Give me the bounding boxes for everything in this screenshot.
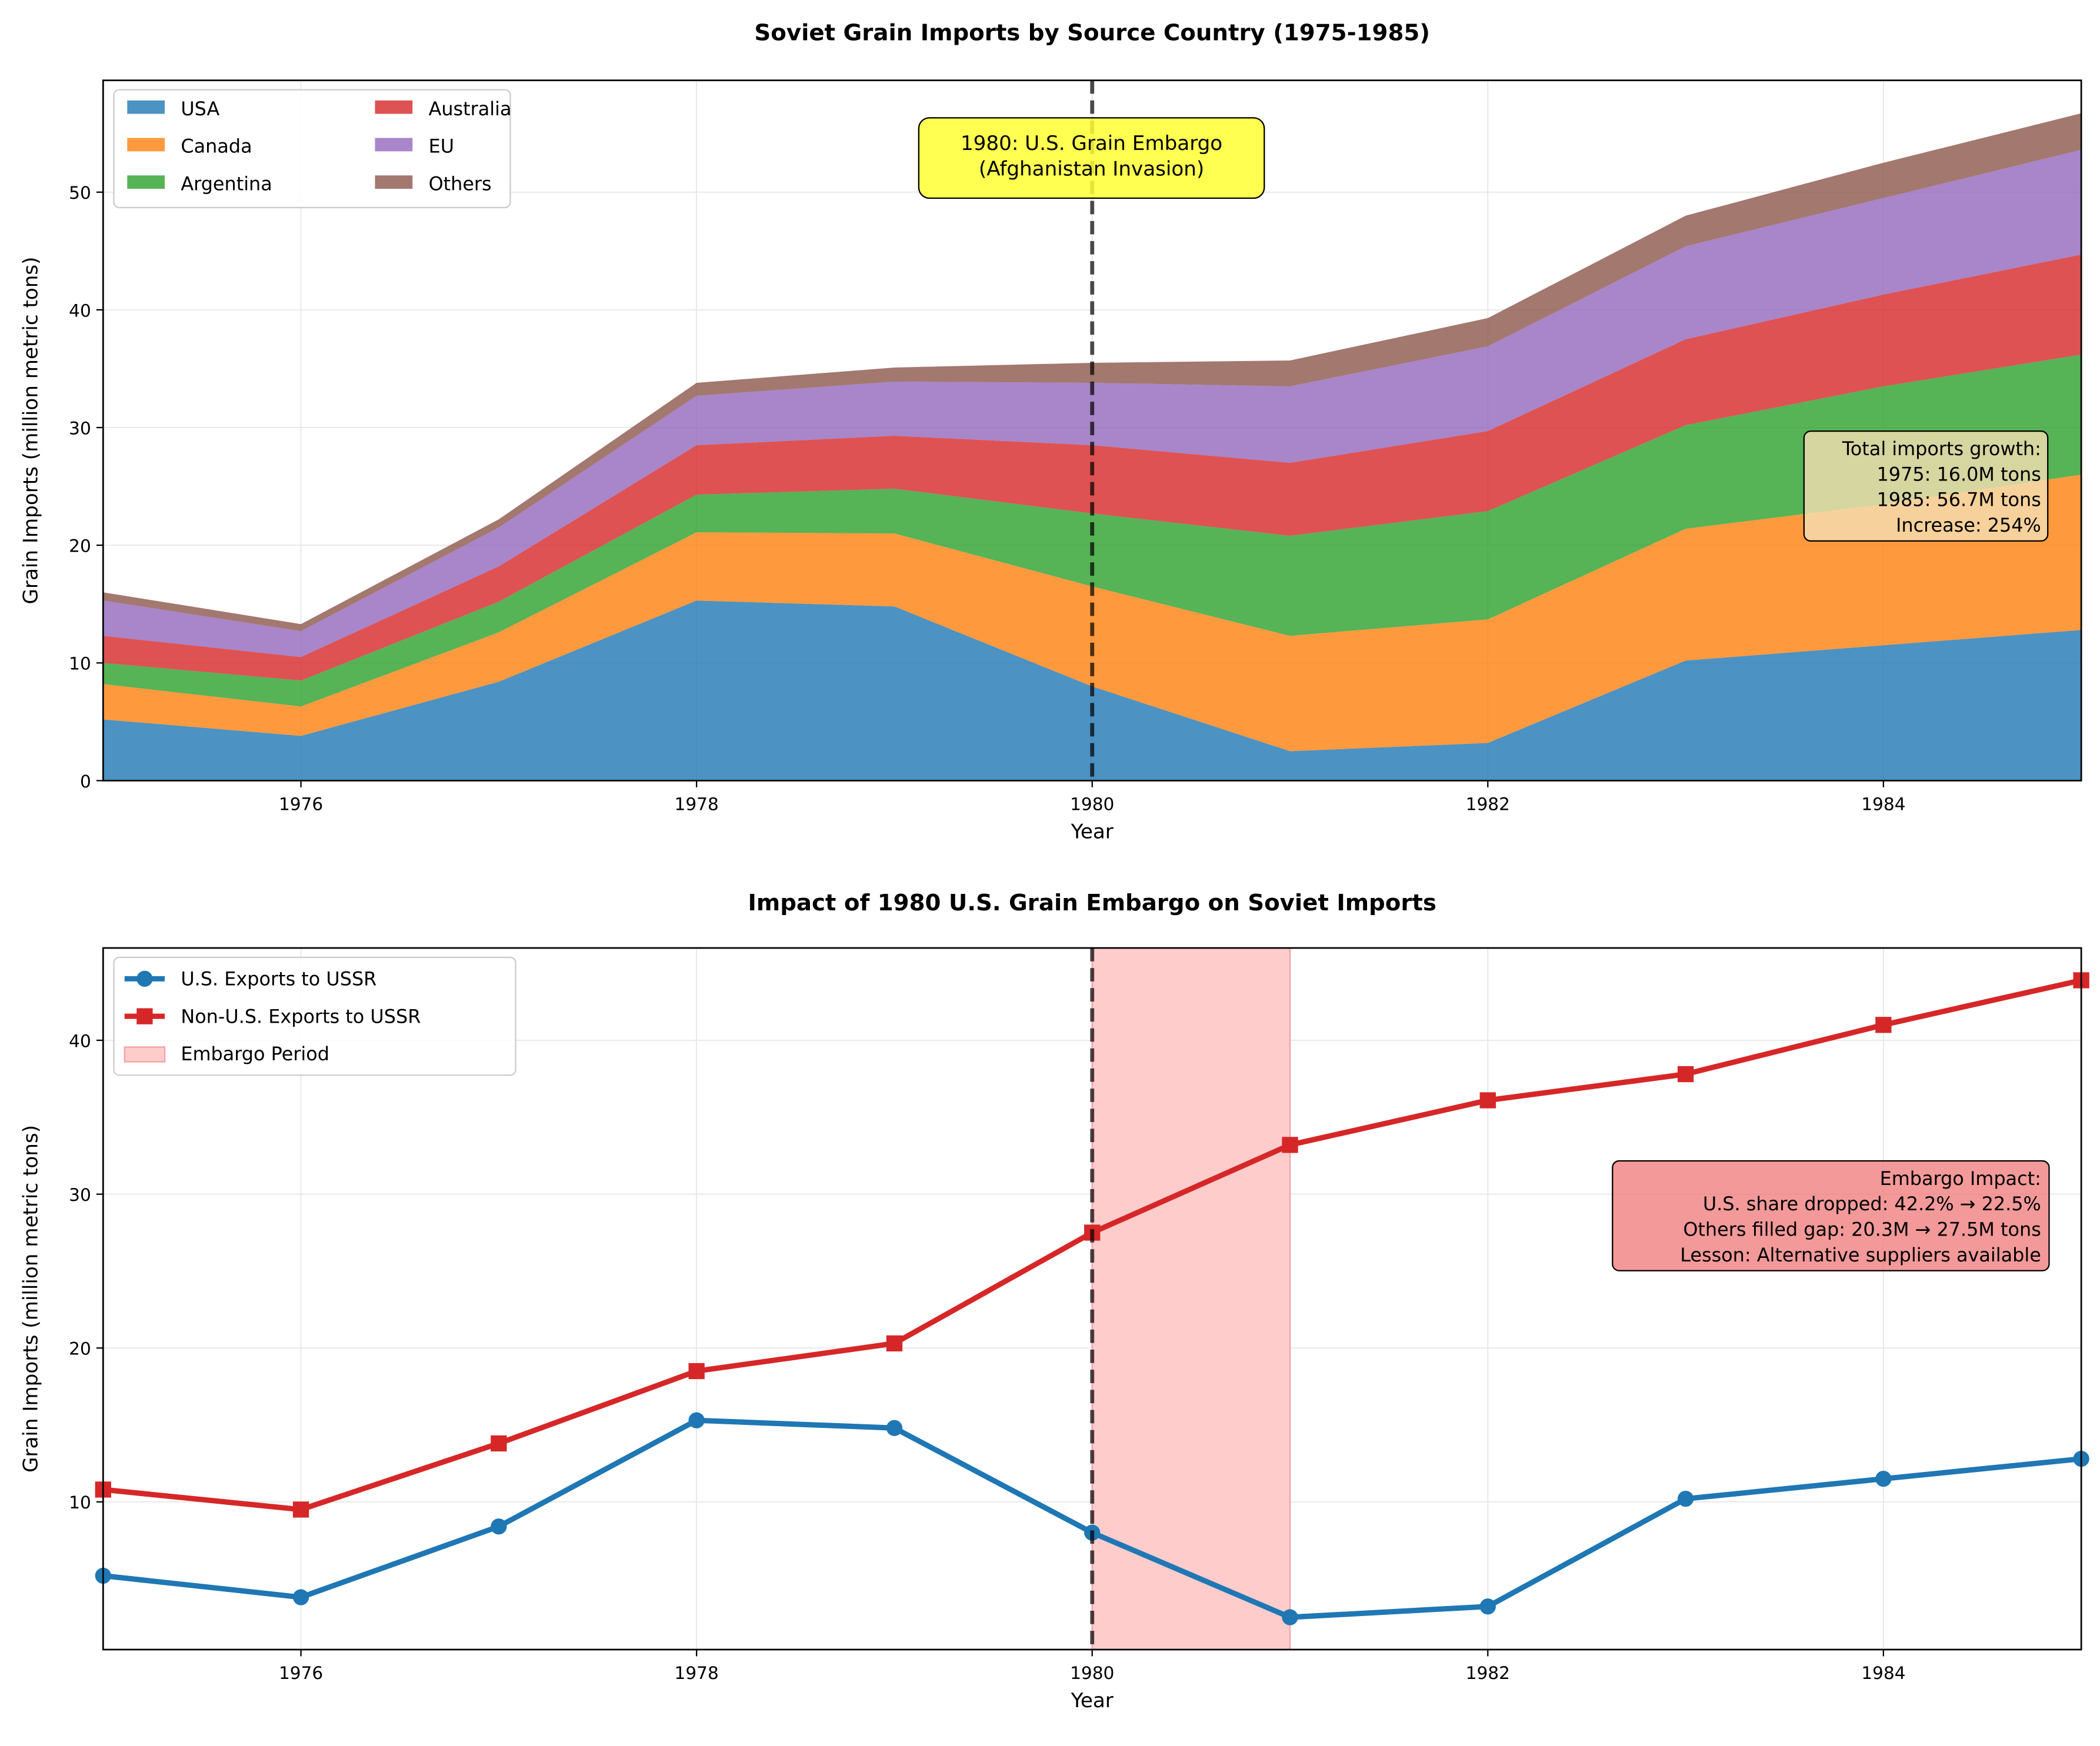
- legend-label: Canada: [181, 135, 252, 158]
- y-tick-label: 30: [69, 418, 91, 438]
- legend-label: Argentina: [181, 172, 272, 195]
- x-tick-label: 1982: [1466, 794, 1510, 814]
- data-point: [491, 1518, 507, 1535]
- growth-annotation-text: Total imports growth:: [1842, 438, 2041, 460]
- x-axis-label: Year: [1071, 820, 1114, 843]
- axes-frame: [102, 79, 2082, 782]
- data-point: [1479, 1598, 1496, 1615]
- embargo-annotation-box: [918, 117, 1265, 199]
- legend-swatch: [127, 138, 165, 152]
- legend-label: Non-U.S. Exports to USSR: [181, 1006, 421, 1028]
- legend-label: Embargo Period: [181, 1043, 329, 1065]
- embargo-span: [1091, 947, 1291, 1651]
- legend: USA Canada Argentina Australia EU Others: [113, 89, 512, 209]
- y-tick-label: 30: [69, 1185, 91, 1205]
- chart-title: Soviet Grain Imports by Source Country (…: [754, 19, 1430, 46]
- y-tick-label: 40: [69, 301, 91, 321]
- data-point: [491, 1435, 507, 1452]
- legend-swatch: [375, 138, 413, 152]
- y-tick-label: 10: [69, 654, 91, 674]
- x-tick-label: 1984: [1861, 794, 1905, 814]
- legend: U.S. Exports to USSR Non-U.S. Exports to …: [113, 956, 516, 1076]
- legend-label: Others: [429, 172, 492, 195]
- legend-label: U.S. Exports to USSR: [181, 968, 376, 990]
- legend-swatch: [124, 1046, 166, 1063]
- data-point: [292, 1501, 309, 1518]
- data-point: [1479, 1092, 1496, 1109]
- y-axis-label: Grain Imports (million metric tons): [19, 256, 43, 604]
- data-point: [688, 1363, 705, 1380]
- legend-label: EU: [429, 135, 454, 158]
- legend-marker: [136, 1008, 153, 1024]
- data-point: [292, 1589, 309, 1605]
- y-tick-label: 20: [69, 1339, 91, 1359]
- y-tick-label: 0: [80, 772, 91, 792]
- legend-swatch: [127, 175, 165, 189]
- chart-title: Impact of 1980 U.S. Grain Embargo on Sov…: [748, 890, 1436, 916]
- legend-swatch: [375, 175, 413, 189]
- x-tick-label: 1980: [1070, 1663, 1114, 1683]
- growth-annotation-text: 1975: 16.0M tons: [1877, 463, 2041, 485]
- x-tick-label: 1976: [279, 1663, 323, 1683]
- x-tick-label: 1978: [675, 794, 719, 814]
- impact-annotation-text: U.S. share dropped: 42.2% → 22.5%: [1703, 1193, 2041, 1215]
- data-point: [688, 1412, 705, 1428]
- legend-marker: [136, 970, 153, 987]
- data-point: [1677, 1066, 1694, 1083]
- y-tick-label: 50: [69, 183, 91, 203]
- impact-annotation-text: Others filled gap: 20.3M → 27.5M tons: [1683, 1218, 2041, 1241]
- x-tick-label: 1982: [1466, 1663, 1510, 1683]
- legend-swatch: [375, 100, 413, 114]
- impact-annotation-box: [1612, 1160, 2050, 1271]
- legend-label: USA: [181, 98, 219, 120]
- y-tick-label: 40: [69, 1031, 91, 1051]
- axes-frame: [102, 947, 2082, 1651]
- y-tick-label: 20: [69, 536, 91, 556]
- data-point: [886, 1420, 903, 1436]
- impact-annotation-text: Lesson: Alternative suppliers available: [1680, 1244, 2041, 1266]
- chart-2: Impact of 1980 U.S. Grain Embargo on Sov…: [19, 890, 2089, 1712]
- data-point: [1282, 1137, 1298, 1153]
- growth-annotation-box: [1803, 430, 2049, 542]
- data-point: [1875, 1470, 1892, 1487]
- data-point: [886, 1335, 903, 1352]
- growth-annotation-text: 1985: 56.7M tons: [1877, 489, 2041, 511]
- embargo-annotation-text: 1980: U.S. Grain Embargo: [961, 132, 1222, 155]
- data-point: [1875, 1017, 1892, 1033]
- x-tick-label: 1984: [1861, 1663, 1905, 1683]
- legend-box: [113, 956, 516, 1076]
- x-tick-label: 1980: [1070, 794, 1114, 814]
- x-tick-label: 1978: [675, 1663, 719, 1683]
- legend-swatch: [127, 100, 165, 114]
- x-tick-label: 1976: [279, 794, 323, 814]
- data-point: [1282, 1609, 1298, 1625]
- y-tick-label: 10: [69, 1493, 91, 1513]
- chart-1: Soviet Grain Imports by Source Country (…: [19, 19, 2082, 843]
- growth-annotation-text: Increase: 254%: [1896, 514, 2041, 536]
- impact-annotation-text: Embargo Impact:: [1880, 1167, 2041, 1190]
- x-axis-label: Year: [1071, 1689, 1114, 1712]
- data-point: [1677, 1490, 1694, 1507]
- embargo-annotation-text: (Afghanistan Invasion): [979, 157, 1204, 181]
- legend-label: Australia: [429, 98, 512, 120]
- y-axis-label: Grain Imports (million metric tons): [19, 1125, 43, 1473]
